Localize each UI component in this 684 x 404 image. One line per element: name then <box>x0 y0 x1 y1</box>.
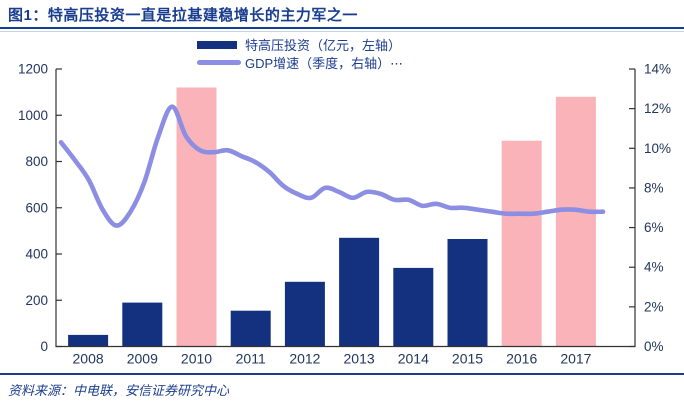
gdp-growth-line <box>58 104 606 228</box>
axes <box>55 68 636 348</box>
left-axis-tick-label: 1200 <box>18 62 48 77</box>
right-axis-tick-label: 10% <box>644 141 671 156</box>
bar-2011 <box>230 310 271 347</box>
x-axis-year-label: 2013 <box>344 351 375 367</box>
right-axis-tick-label: 0% <box>644 339 664 354</box>
line-series-label: GDP增速（季度，右轴）⋯ <box>245 56 404 71</box>
figure-title: 图1：特高压投资一直是拉基建稳增长的主力军之一 <box>8 7 358 24</box>
legend-item-gdp-line: GDP增速（季度，右轴）⋯ <box>197 55 404 71</box>
x-axis-year-label: 2009 <box>127 351 158 367</box>
x-axis-year-label: 2008 <box>73 351 104 367</box>
right-axis-tick-label: 2% <box>644 299 664 314</box>
left-axis-tick-label: 0 <box>40 339 48 354</box>
header-subrule <box>0 31 684 32</box>
bar-2015 <box>447 239 488 347</box>
left-axis-tick-label: 400 <box>25 247 48 262</box>
right-axis-tick-label: 14% <box>644 62 671 77</box>
left-axis-tick-label: 800 <box>25 154 48 169</box>
chart-legend: 特高压投资（亿元，左轴） GDP增速（季度，右轴）⋯ <box>197 37 404 71</box>
right-axis-tick-label: 12% <box>644 101 671 116</box>
bar-2009 <box>122 302 163 347</box>
bar-2017 <box>555 96 596 347</box>
x-axis-year-label: 2015 <box>452 351 483 367</box>
x-axis-year-label: 2014 <box>398 351 429 367</box>
axis-labels: 0 200 400 600 800 1000 1200 0% 2% 4% 6% 8% 10% 12% 14%… <box>18 62 671 367</box>
source-note: 资料来源：中电联，安信证券研究中心 <box>8 383 230 398</box>
x-axis-year-label: 2016 <box>506 351 537 367</box>
bar-2014 <box>393 267 434 347</box>
right-axis-tick-label: 8% <box>644 180 664 195</box>
bar-2008 <box>68 334 109 347</box>
legend-item-uhv-bars: 特高压投资（亿元，左轴） <box>197 37 403 53</box>
figure-footer: 资料来源：中电联，安信证券研究中心 <box>0 373 684 404</box>
header-rule <box>0 27 684 29</box>
bar-series-label: 特高压投资（亿元，左轴） <box>245 38 402 53</box>
right-axis-tick-label: 4% <box>644 260 664 275</box>
bar-2016 <box>501 140 542 347</box>
bar-2013 <box>339 237 380 347</box>
bar-2012 <box>284 281 325 347</box>
left-axis-tick-label: 1000 <box>18 108 48 123</box>
uhv-investment-bars <box>68 87 596 347</box>
left-axis-tick-label: 200 <box>25 293 48 308</box>
x-axis-year-label: 2010 <box>181 351 212 367</box>
x-axis-year-label: 2012 <box>289 351 320 367</box>
bar-series-swatch <box>197 40 237 49</box>
right-axis-tick-label: 6% <box>644 220 664 235</box>
x-axis-year-label: 2011 <box>236 351 266 367</box>
line-series-swatch <box>197 60 241 65</box>
x-axis-year-label: 2017 <box>560 351 591 367</box>
left-axis-tick-label: 600 <box>25 200 48 215</box>
